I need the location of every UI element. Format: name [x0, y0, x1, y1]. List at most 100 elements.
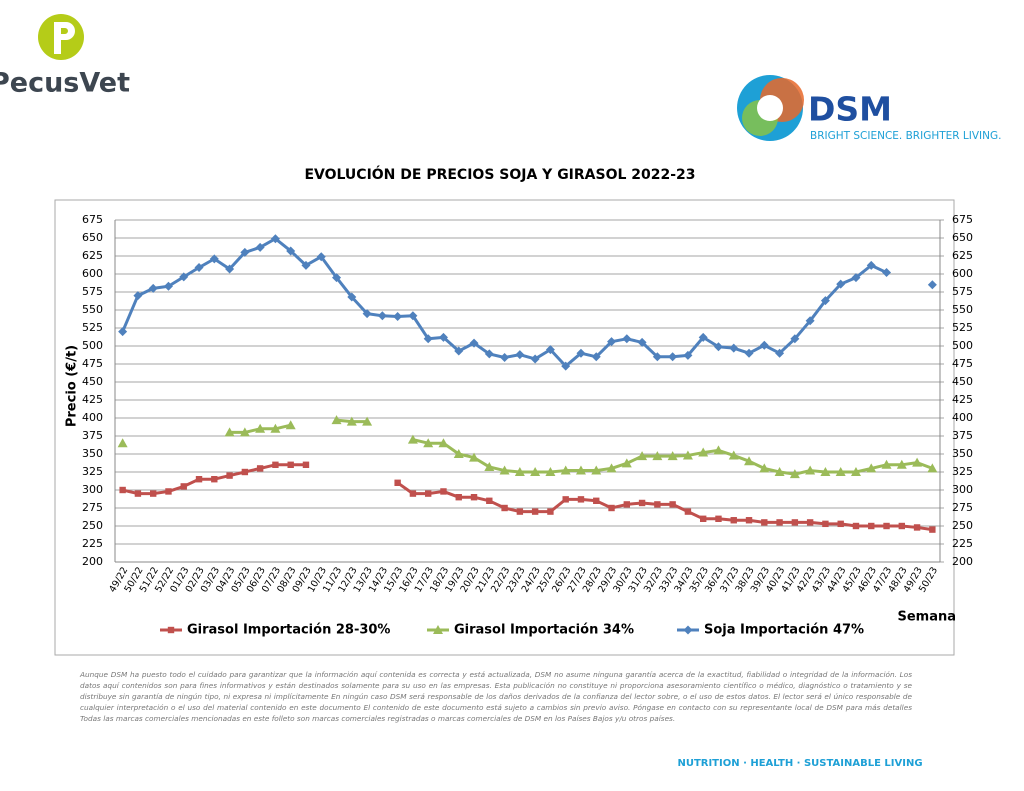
data-point	[514, 467, 525, 476]
data-point	[729, 343, 739, 353]
data-point	[575, 465, 586, 475]
chart-title: EVOLUCIÓN DE PRECIOS SOJA Y GIRASOL 2022…	[304, 165, 695, 183]
data-point	[622, 334, 632, 344]
data-point	[224, 427, 235, 437]
data-point	[301, 260, 311, 270]
data-point	[239, 427, 250, 437]
y-tick-label: 250	[82, 519, 103, 532]
data-point	[822, 520, 829, 528]
y2-tick-label: 275	[952, 501, 973, 514]
data-point	[347, 292, 357, 302]
data-point	[820, 467, 831, 476]
y2-tick-label: 225	[952, 537, 973, 550]
data-point	[438, 438, 449, 448]
data-point	[515, 350, 525, 360]
dsm-brand: DSM	[808, 90, 892, 129]
data-point	[913, 524, 921, 531]
data-point	[163, 281, 173, 291]
y2-tick-label: 300	[952, 483, 973, 496]
data-point	[850, 467, 861, 476]
data-point	[225, 264, 235, 274]
data-point	[226, 472, 233, 479]
data-point	[896, 459, 907, 469]
data-point	[484, 461, 495, 471]
data-point	[591, 352, 601, 362]
y-tick-label: 350	[82, 447, 103, 460]
footer: NUTRITION · HEALTH · SUSTAINABLE LIVING	[677, 758, 922, 769]
y2-tick-label: 600	[952, 267, 973, 280]
y2-tick-label: 325	[952, 465, 973, 478]
pecusvet-p	[54, 22, 75, 54]
data-point	[852, 522, 860, 530]
data-point	[898, 522, 906, 530]
data-point	[654, 501, 661, 508]
x-axis-label: Semana	[897, 610, 956, 625]
data-point	[285, 420, 296, 430]
y-tick-label: 575	[82, 285, 103, 298]
data-point	[424, 490, 432, 497]
y-tick-label: 300	[82, 483, 103, 496]
data-point	[820, 296, 830, 306]
data-point	[255, 242, 265, 252]
y-tick-label: 600	[82, 267, 103, 280]
y-tick-label: 325	[82, 465, 103, 478]
y-tick-label: 550	[82, 303, 103, 316]
data-point	[454, 346, 464, 356]
data-point	[362, 309, 372, 319]
data-point	[270, 234, 280, 244]
data-point	[774, 467, 785, 476]
data-point	[240, 247, 250, 257]
data-point	[545, 467, 556, 476]
data-point	[302, 461, 310, 468]
y2-tick-label: 550	[952, 303, 973, 316]
data-point	[621, 458, 632, 468]
y2-tick-label: 675	[952, 213, 973, 226]
y-tick-label: 500	[82, 339, 103, 352]
data-point	[638, 499, 646, 507]
data-point	[698, 447, 709, 457]
chart-frame	[54, 199, 955, 656]
data-point	[881, 459, 892, 469]
data-point	[776, 519, 783, 526]
data-point	[866, 260, 876, 270]
data-point	[561, 361, 571, 371]
data-point	[194, 263, 204, 273]
pecusvet-text: PecusVet	[0, 68, 130, 99]
y-tick-label: 650	[82, 231, 103, 244]
data-point	[394, 479, 401, 486]
y-tick-label: 275	[82, 501, 103, 514]
data-point	[209, 254, 219, 264]
data-point	[607, 337, 617, 347]
data-point	[272, 461, 279, 468]
data-point	[332, 273, 342, 283]
data-point	[789, 469, 800, 479]
data-point	[713, 445, 724, 455]
data-point	[728, 450, 739, 460]
data-point	[759, 340, 769, 350]
data-point	[316, 252, 326, 262]
data-point	[453, 449, 464, 458]
data-point	[730, 517, 737, 524]
data-point	[836, 279, 846, 289]
data-point	[835, 467, 846, 476]
data-point	[119, 486, 126, 494]
data-point	[484, 349, 494, 359]
data-point	[698, 332, 708, 342]
data-point	[346, 416, 357, 426]
data-point	[530, 467, 541, 476]
data-point	[486, 497, 493, 504]
data-point	[547, 508, 554, 515]
data-point	[684, 508, 692, 515]
legend-marker	[433, 625, 443, 634]
data-point	[286, 246, 296, 256]
data-point	[165, 488, 172, 495]
data-point	[744, 348, 754, 358]
data-point	[669, 501, 676, 508]
data-point	[699, 515, 707, 522]
y2-tick-label: 525	[952, 321, 973, 334]
data-point	[118, 327, 128, 337]
data-point	[211, 476, 218, 483]
data-point	[868, 522, 875, 530]
legend-label: Girasol Importación 34%	[454, 623, 634, 638]
